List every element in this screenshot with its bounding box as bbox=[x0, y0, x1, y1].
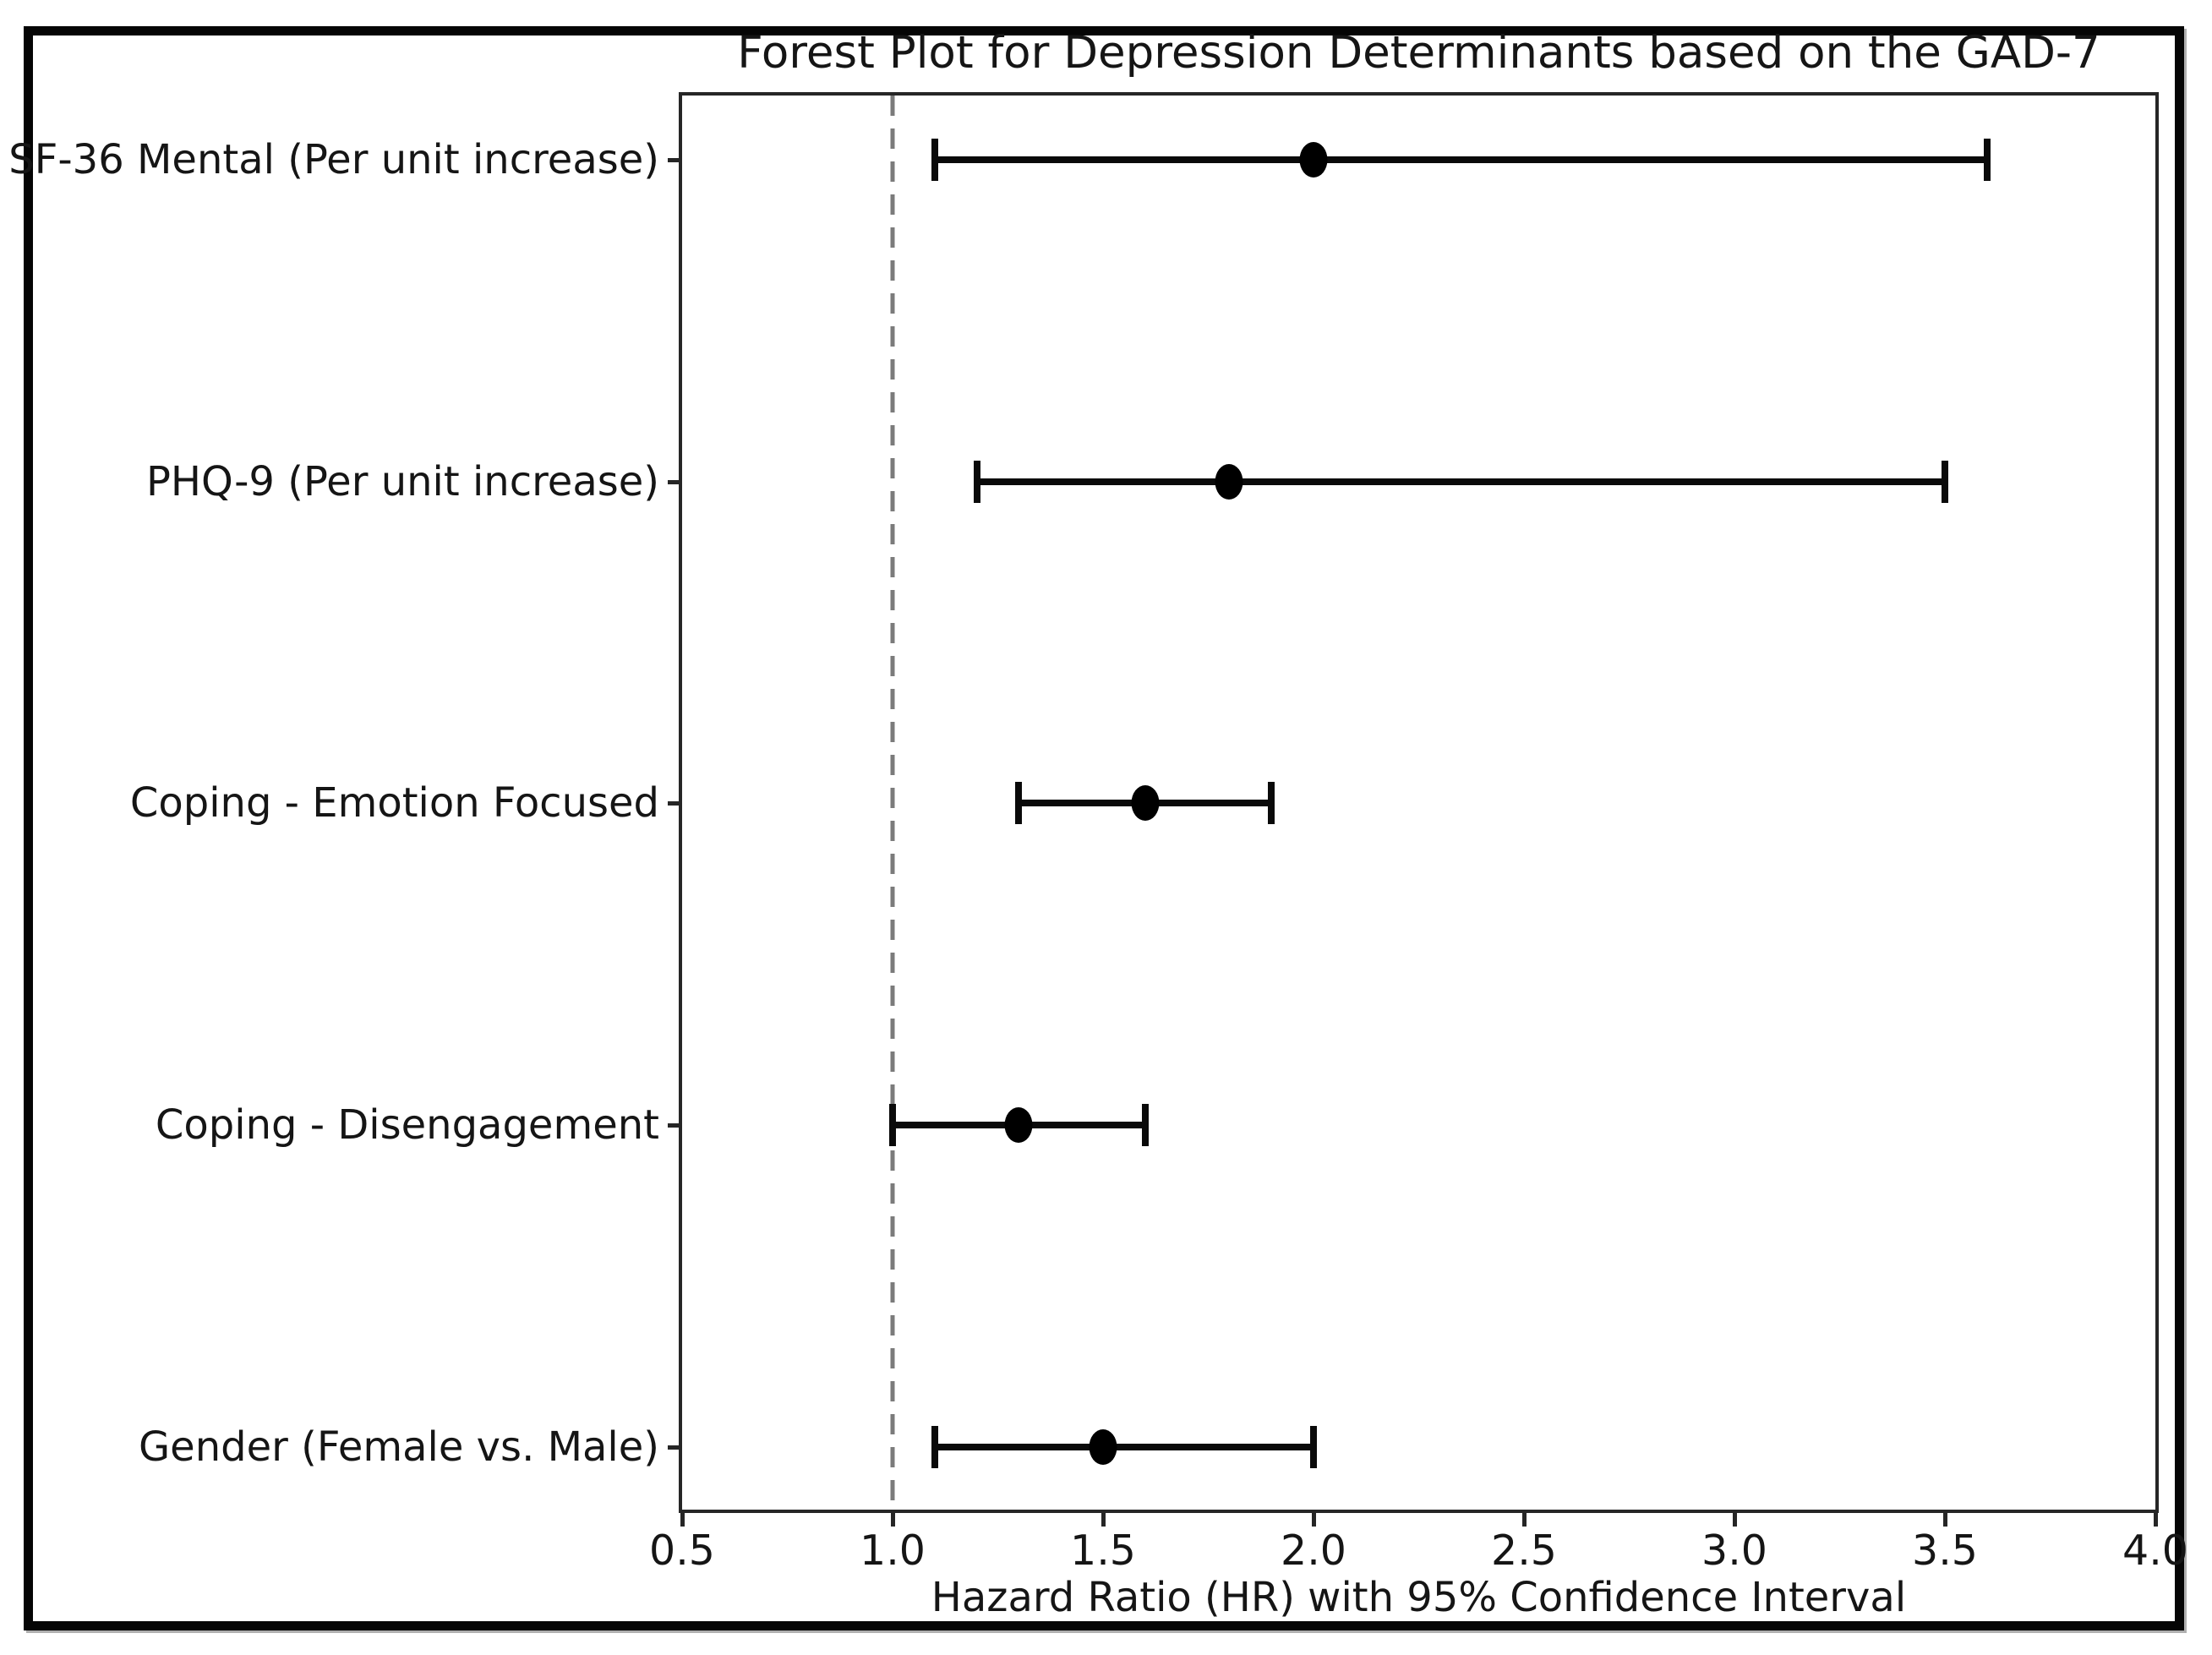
x-axis-tick-label: 2.0 bbox=[1281, 1527, 1346, 1575]
ci-cap-low bbox=[931, 1425, 938, 1468]
plot-inner bbox=[682, 96, 2155, 1510]
y-axis-label: SF-36 Mental (Per unit increase) bbox=[8, 136, 659, 184]
y-axis-label: Coping - Emotion Focused bbox=[129, 779, 659, 828]
y-axis-tick bbox=[668, 1122, 682, 1128]
x-axis-tick bbox=[1733, 1510, 1737, 1527]
x-axis-tick-label: 0.5 bbox=[649, 1527, 715, 1575]
y-axis-tick bbox=[668, 1445, 682, 1450]
point-marker bbox=[1004, 1106, 1033, 1143]
ci-cap-low bbox=[1015, 782, 1023, 825]
point-marker bbox=[1299, 142, 1328, 178]
point-marker bbox=[1131, 785, 1160, 822]
ci-cap-low bbox=[889, 1103, 896, 1146]
x-axis-tick-label: 3.0 bbox=[1701, 1527, 1767, 1575]
x-axis-tick bbox=[1943, 1510, 1947, 1527]
ci-cap-low bbox=[931, 139, 938, 182]
x-axis-tick-label: 1.0 bbox=[860, 1527, 926, 1575]
ci-cap-high bbox=[1268, 782, 1275, 825]
ci-line bbox=[976, 478, 1945, 485]
x-axis-title: Hazard Ratio (HR) with 95% Confidence In… bbox=[931, 1574, 1907, 1621]
y-axis-label: Gender (Female vs. Male) bbox=[138, 1423, 659, 1471]
x-axis-tick-label: 2.5 bbox=[1491, 1527, 1557, 1575]
x-axis-tick bbox=[680, 1510, 685, 1527]
x-axis-tick bbox=[1522, 1510, 1527, 1527]
y-axis-tick bbox=[668, 158, 682, 163]
ci-cap-high bbox=[1141, 1103, 1149, 1146]
ci-cap-high bbox=[1309, 1425, 1317, 1468]
y-axis-label: PHQ-9 (Per unit increase) bbox=[145, 457, 659, 505]
ci-cap-high bbox=[1983, 139, 1991, 182]
y-axis-tick bbox=[668, 801, 682, 806]
y-axis-label: Coping - Disengagement bbox=[155, 1101, 659, 1149]
chart-title: Forest Plot for Depression Determinants … bbox=[737, 27, 2100, 79]
reference-line bbox=[890, 96, 895, 1510]
x-axis-tick-label: 4.0 bbox=[2122, 1527, 2188, 1575]
x-axis-tick bbox=[891, 1510, 895, 1527]
x-axis-tick-label: 1.5 bbox=[1070, 1527, 1136, 1575]
x-axis-tick bbox=[2154, 1510, 2158, 1527]
ci-cap-low bbox=[973, 460, 980, 503]
ci-line bbox=[934, 156, 1987, 164]
ci-line bbox=[934, 1443, 1314, 1450]
x-axis-tick bbox=[1101, 1510, 1106, 1527]
x-axis-tick bbox=[1312, 1510, 1316, 1527]
y-axis-tick bbox=[668, 479, 682, 484]
point-marker bbox=[1089, 1428, 1117, 1465]
ci-cap-high bbox=[1941, 460, 1948, 503]
plot-area bbox=[679, 92, 2159, 1513]
point-marker bbox=[1215, 463, 1243, 500]
x-axis-tick-label: 3.5 bbox=[1912, 1527, 1978, 1575]
